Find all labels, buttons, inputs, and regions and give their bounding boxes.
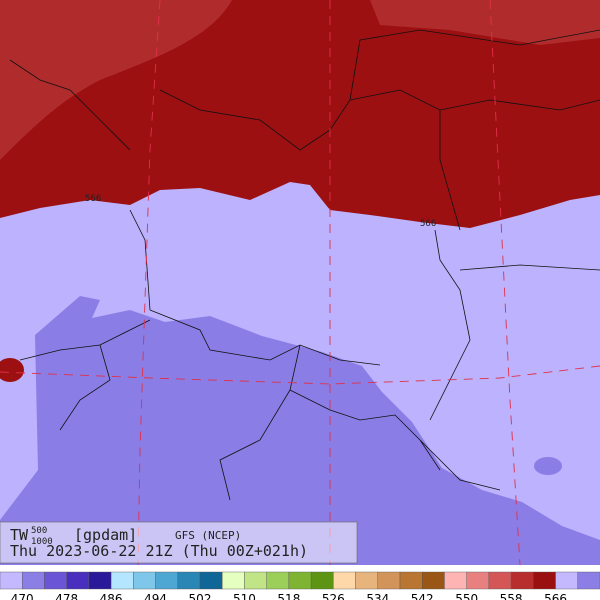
info-box [0,521,358,564]
colorbar-swatch [44,571,67,590]
country-borders [9,29,600,501]
field-region [370,0,600,45]
valid-time: Thu 2023-06-22 21Z (Thu 00Z+021h) [10,542,308,560]
colorbar-label: 558 [500,592,523,600]
colorbar-swatch [222,571,245,590]
colorbar-label: 518 [277,592,300,600]
contour-label: 566 [85,194,101,204]
colorbar-label: 510 [233,592,256,600]
colorbar-swatch [310,571,334,590]
colorbar-swatch [488,571,512,590]
colorbar-swatch [66,571,90,590]
colorbar-swatch [133,571,156,590]
upper-level: 500 [31,526,47,536]
colorbar-swatch [533,571,556,590]
unit: [gpdam] [74,526,137,544]
colorbar-swatch [399,571,423,590]
model-name: GFS (NCEP) [175,529,241,542]
colorbar-swatch [266,571,290,590]
lower-level: 1000 [31,537,53,547]
colorbar-swatch [0,571,23,590]
colorbar-swatch [355,571,378,590]
colorbar-swatch [577,571,600,590]
colorbar-swatch [333,571,356,590]
variable-name: TW [10,526,29,544]
colorbar-swatch [466,571,490,590]
colorbar-swatch [288,571,312,590]
colorbar-label: 542 [411,592,434,600]
colorbar-label: 550 [455,592,478,600]
colorbar-label: 566 [544,592,567,600]
colorbar-swatch [155,571,178,590]
field-region [534,457,562,475]
colorbar-swatch [199,571,223,590]
colorbar-swatch [88,571,112,590]
contour-label: 566 [420,219,436,229]
colorbar-label: 526 [322,592,345,600]
colorbar-swatch [22,571,45,590]
colorbar-label: 470 [11,592,34,600]
colorbar-label: 494 [144,592,167,600]
field-region [0,358,24,382]
field-region [0,296,600,565]
field-region [0,0,232,160]
colorbar-swatch [177,571,201,590]
colorbar-swatch [510,571,534,590]
colorbar-swatch [444,571,467,590]
colorbar-label: 478 [55,592,78,600]
colorbar-swatch [244,571,267,590]
colorbar-label: 534 [366,592,389,600]
colorbar: 470 478 486 494 502 510 518 526 534 542 550 558 566 [0,571,600,600]
colorbar-swatch [422,571,445,590]
colorbar-swatch [377,571,401,590]
colorbar-label: 502 [189,592,212,600]
colorbar-label: 486 [100,592,123,600]
colorbar-swatch [110,571,134,590]
colorbar-swatch [555,571,578,590]
